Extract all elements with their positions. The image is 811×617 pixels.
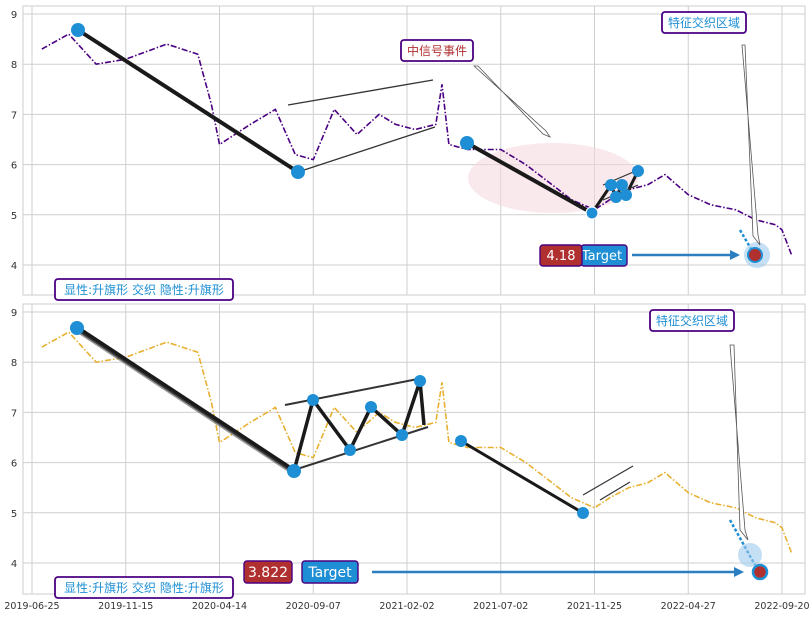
- top-region-label: 特征交织区域: [668, 15, 740, 30]
- x-axis-ticks: 2019-06-25 2019-11-15 2020-04-14 2020-09-07…: [4, 601, 809, 612]
- bottom-target-label: Target: [307, 565, 352, 581]
- top-pattern-label: 显性:升旗形 交织 隐性:升旗形: [64, 282, 224, 297]
- bottom-target-arrowhead: [734, 567, 744, 577]
- bottom-downtrend-line: [75, 325, 296, 474]
- y-tick-label: 6: [11, 459, 17, 470]
- bottom-pivot-marker: [307, 394, 319, 406]
- x-tick-label: 2019-11-15: [98, 601, 153, 612]
- bottom-downtrend-shadow: [76, 329, 295, 476]
- x-tick-label: 2022-09-20: [754, 601, 809, 612]
- bottom-target-label-box: [301, 560, 359, 584]
- top-downtrend-line: [76, 28, 300, 174]
- x-tick-label: 2022-04-27: [661, 601, 716, 612]
- bottom-region-label-box: [649, 309, 735, 332]
- y-tick-label: 7: [11, 110, 17, 121]
- bottom-region-label: 特征交织区域: [656, 313, 728, 328]
- top-event-arrow: [472, 65, 552, 138]
- top-target-marker: [747, 247, 763, 263]
- top-pivot-marker: [291, 165, 305, 179]
- bottom-pattern-label-box: [54, 576, 234, 599]
- top-target-value: 4.18: [547, 249, 576, 264]
- top-target-value-box: [539, 244, 583, 267]
- y-tick-label: 4: [11, 261, 17, 272]
- bottom-pivot-marker: [344, 444, 356, 456]
- bottom-small-flag-1: [582, 465, 634, 496]
- y-tick-label: 8: [11, 60, 17, 71]
- x-tick-label: 2020-09-07: [286, 601, 341, 612]
- top-y-ticks: 4 5 6 7 8 9: [11, 10, 17, 272]
- bottom-pattern-label: 显性:升旗形 交织 隐性:升旗形: [64, 580, 224, 595]
- bottom-second-trend: [460, 439, 584, 515]
- y-tick-label: 7: [11, 408, 17, 419]
- x-tick-label: 2021-11-25: [567, 601, 622, 612]
- top-pivot-marker: [460, 136, 474, 150]
- bottom-target-value: 3.822: [248, 565, 288, 581]
- top-pivot-marker: [610, 191, 622, 203]
- top-pivot-marker: [632, 165, 644, 177]
- top-target-label: Target: [581, 249, 622, 264]
- bottom-pivot-marker: [287, 464, 301, 478]
- bottom-region-arrow: [729, 344, 749, 541]
- top-event-label-box: [400, 39, 474, 62]
- bottom-target-marker: [751, 563, 769, 581]
- top-pivot-marker: [585, 206, 599, 220]
- top-price-series: [41, 33, 793, 256]
- x-tick-label: 2019-06-25: [4, 601, 59, 612]
- top-region-label-box: [661, 11, 747, 34]
- bottom-pivot-marker: [414, 375, 426, 387]
- top-pattern-label-box: [54, 278, 234, 301]
- bottom-grid: [23, 304, 805, 594]
- y-tick-label: 9: [11, 10, 17, 21]
- x-tick-label: 2021-02-02: [379, 601, 434, 612]
- top-event-label: 中信号事件: [407, 43, 467, 58]
- bottom-panel: 4 5 6 7 8 9 特征交织区域 显性:升旗形 交织 隐性:升旗形 3.822: [11, 303, 806, 599]
- top-flag-lower: [297, 126, 436, 173]
- top-pivot-marker: [616, 179, 628, 191]
- top-target-arrowhead: [730, 250, 740, 260]
- y-tick-label: 9: [11, 308, 17, 319]
- top-pivot-marker: [605, 179, 617, 191]
- y-tick-label: 4: [11, 559, 17, 570]
- x-tick-label: 2021-07-02: [473, 601, 528, 612]
- x-tick-label: 2020-04-14: [192, 601, 247, 612]
- top-small-flag-1: [602, 184, 639, 201]
- top-second-trend: [466, 141, 593, 215]
- signal-region-ellipse: [468, 143, 638, 213]
- bottom-y-ticks: 4 5 6 7 8 9: [11, 308, 17, 570]
- y-tick-label: 6: [11, 161, 17, 172]
- bottom-pivot-marker: [577, 507, 589, 519]
- bottom-pivot-marker: [365, 401, 377, 413]
- top-flag-upper: [287, 79, 434, 106]
- bottom-target-halo: [738, 543, 762, 567]
- top-pivot-marker: [620, 189, 632, 201]
- y-tick-label: 5: [11, 509, 17, 520]
- bottom-target-value-box: [243, 560, 293, 584]
- top-region-arrow: [741, 44, 761, 246]
- y-tick-label: 8: [11, 358, 17, 369]
- bottom-pivot-marker: [455, 435, 467, 447]
- bottom-price-series: [41, 331, 793, 554]
- bottom-pivot-marker: [70, 321, 84, 335]
- y-tick-label: 5: [11, 211, 17, 222]
- top-pivot-marker: [71, 23, 85, 37]
- bottom-pivot-marker: [396, 429, 408, 441]
- bottom-small-flag-2: [599, 481, 631, 501]
